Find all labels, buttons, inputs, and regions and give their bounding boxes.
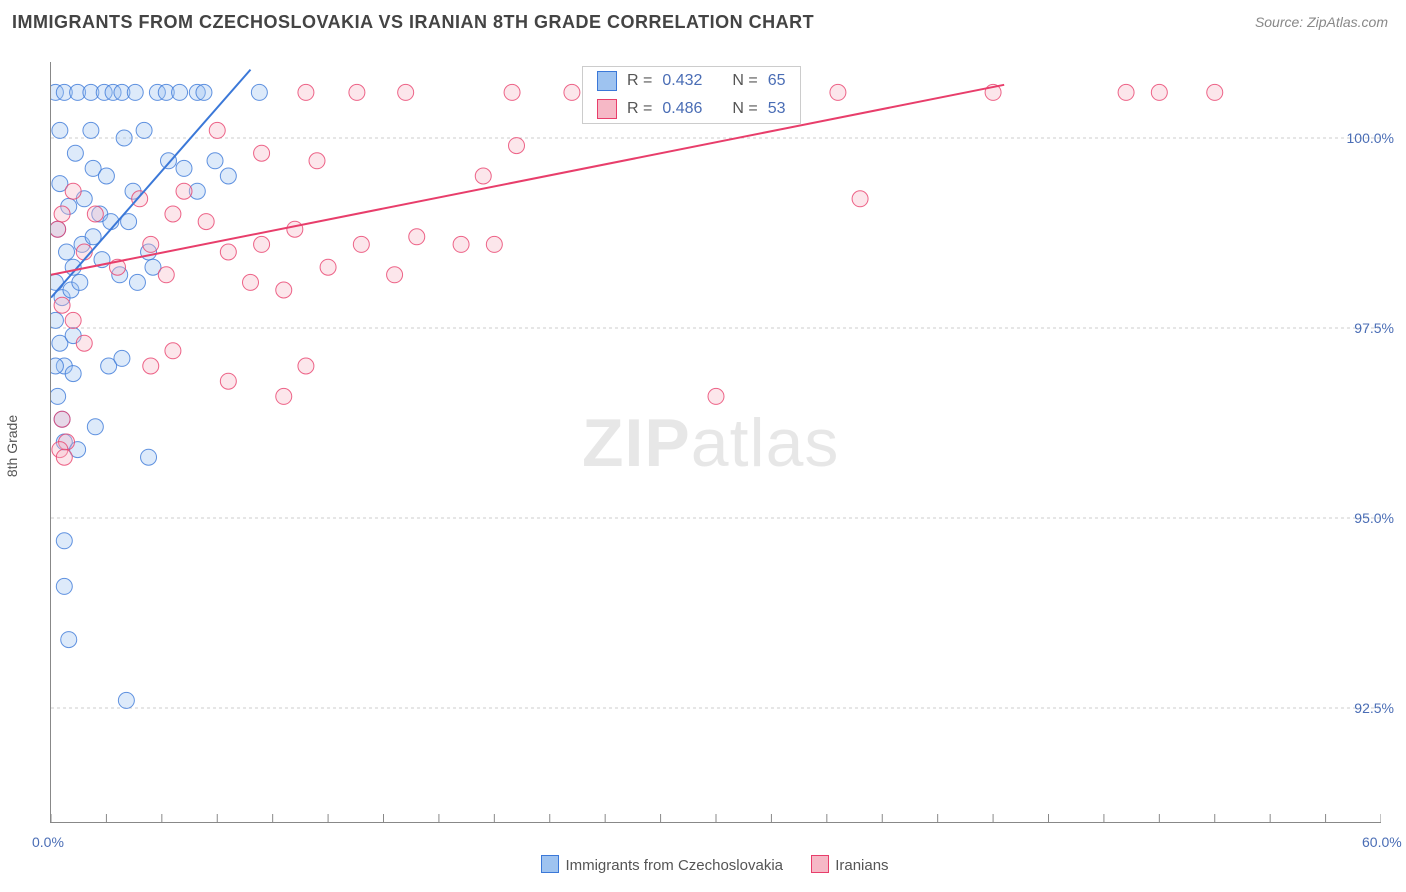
- x-tick-label: 60.0%: [1362, 834, 1402, 850]
- y-tick-label: 97.5%: [1354, 320, 1394, 336]
- chart-title: IMMIGRANTS FROM CZECHOSLOVAKIA VS IRANIA…: [12, 12, 814, 33]
- corr-row: R = 0.486 N = 53: [583, 95, 800, 123]
- corr-r-label: R =: [627, 100, 652, 118]
- corr-row: R = 0.432 N = 65: [583, 67, 800, 95]
- legend-swatch-a: [541, 855, 559, 873]
- corr-r-value: 0.486: [662, 100, 702, 118]
- corr-swatch: [597, 71, 617, 91]
- watermark: ZIPatlas: [582, 404, 839, 482]
- legend-swatch-b: [811, 855, 829, 873]
- y-axis-title: 8th Grade: [4, 415, 20, 477]
- y-tick-label: 92.5%: [1354, 700, 1394, 716]
- x-tick-label: 0.0%: [32, 834, 64, 850]
- series-legend: Immigrants from Czechoslovakia Iranians: [0, 855, 1406, 874]
- corr-r-label: R =: [627, 72, 652, 90]
- source-label: Source: ZipAtlas.com: [1255, 14, 1388, 30]
- corr-n-label: N =: [732, 100, 757, 118]
- correlation-legend: R = 0.432 N = 65 R = 0.486 N = 53: [582, 66, 801, 124]
- corr-n-label: N =: [732, 72, 757, 90]
- corr-n-value: 65: [768, 72, 786, 90]
- corr-n-value: 53: [768, 100, 786, 118]
- legend-label-b: Iranians: [835, 857, 888, 874]
- y-tick-label: 95.0%: [1354, 510, 1394, 526]
- corr-r-value: 0.432: [662, 72, 702, 90]
- y-tick-label: 100.0%: [1347, 130, 1394, 146]
- corr-swatch: [597, 99, 617, 119]
- legend-label-a: Immigrants from Czechoslovakia: [565, 857, 783, 874]
